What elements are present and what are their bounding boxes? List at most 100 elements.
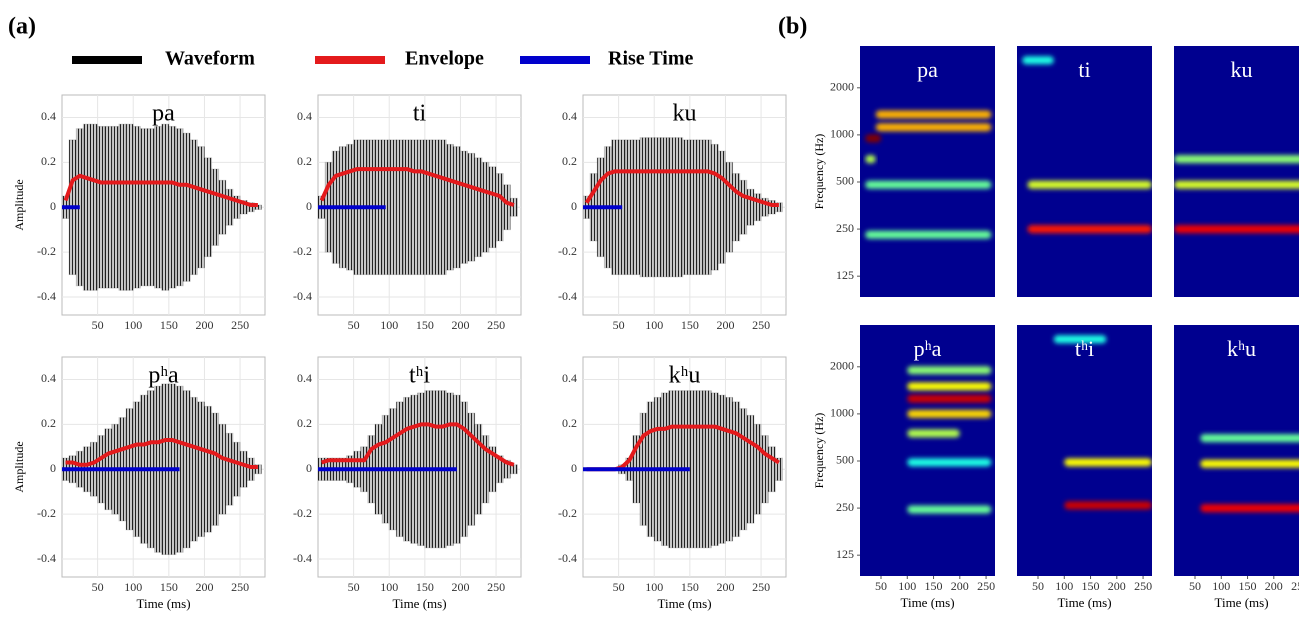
spectral-band: [1200, 434, 1299, 443]
y-tick-label: 0.2: [297, 154, 312, 168]
x-axis-label: Time (ms): [392, 596, 446, 611]
x-tick-label: 200: [716, 580, 734, 594]
x-axis-label: Time (ms): [1057, 595, 1111, 610]
plot-content: [1053, 335, 1152, 510]
panel-title: pʰa: [148, 363, 179, 389]
spectral-band: [865, 155, 876, 164]
waveform-segment: [739, 408, 748, 531]
y-tick-label: 500: [836, 453, 854, 467]
x-tick-label: 50: [92, 580, 104, 594]
envelope-line: [319, 167, 515, 207]
y-tick-label: -0.4: [558, 289, 577, 303]
spectral-band: [1027, 225, 1152, 234]
y-tick-label: 0.4: [562, 371, 577, 385]
x-tick-label: 100: [380, 318, 398, 332]
x-tick-label: 250: [487, 580, 505, 594]
waveform-segment: [225, 188, 234, 226]
y-tick-label: -0.2: [558, 244, 577, 258]
envelope-line: [63, 173, 258, 207]
y-tick-label: 0.4: [297, 371, 312, 385]
waveform-segment: [675, 137, 684, 278]
waveform-segment: [203, 157, 213, 258]
spectral-band: [1200, 459, 1299, 468]
waveform-segment: [97, 125, 106, 289]
x-tick-label: 250: [487, 318, 505, 332]
waveform-segment: [646, 137, 655, 278]
waveform-segment: [431, 139, 440, 276]
y-tick-label: -0.4: [37, 551, 56, 565]
x-tick-label: 250: [231, 580, 249, 594]
x-tick-label: 100: [380, 580, 398, 594]
waveform-segment: [760, 435, 769, 504]
x-tick-label: 100: [124, 318, 142, 332]
x-tick-label: 100: [1212, 579, 1230, 593]
y-tick-label: -0.2: [37, 244, 56, 258]
spectrogram-panel: ku: [1174, 46, 1299, 297]
y-tick-label: 0: [571, 461, 577, 475]
waveform-segment: [653, 137, 662, 278]
spectral-band: [907, 382, 992, 391]
x-tick-label: 50: [613, 318, 625, 332]
waveform-segment: [732, 401, 741, 538]
x-tick-label: 200: [951, 579, 969, 593]
y-axis-label: Amplitude: [12, 179, 26, 230]
waveform-segment: [703, 390, 712, 549]
waveform-segment: [667, 137, 677, 278]
x-tick-label: 150: [416, 318, 434, 332]
x-tick-label: 50: [875, 579, 887, 593]
x-axis-label: Time (ms): [900, 595, 954, 610]
y-axis-label: Frequency (Hz): [812, 413, 826, 489]
spectrogram-panel: 50 100 150 200 250 Time (ms) kʰu: [1174, 325, 1299, 610]
x-tick-label: 50: [613, 580, 625, 594]
waveform-segment: [395, 139, 404, 276]
waveform-segment: [696, 390, 705, 549]
plot-content: [318, 95, 521, 315]
waveform-segment: [168, 125, 177, 289]
x-tick-label: 50: [348, 318, 360, 332]
waveform-segment: [474, 157, 483, 258]
spectral-band: [907, 458, 992, 467]
panel-title: ti: [1078, 57, 1090, 82]
y-tick-label: 0.4: [41, 109, 56, 123]
panel-title: ku: [1231, 57, 1253, 82]
y-tick-label: 0.2: [562, 416, 577, 430]
waveform-segment: [739, 179, 748, 235]
waveform-segment: [239, 450, 248, 488]
y-tick-label: 0.4: [562, 109, 577, 123]
y-tick-label: 0.2: [562, 154, 577, 168]
waveform-segment: [125, 123, 134, 291]
waveform-segment: [717, 394, 726, 544]
y-tick-label: 0.4: [41, 371, 56, 385]
waveform-segment: [139, 128, 148, 287]
waveform-segment: [218, 179, 227, 235]
waveform-segment: [774, 457, 783, 481]
x-tick-label: 100: [645, 580, 663, 594]
panel-title: tʰi: [1075, 336, 1094, 361]
waveform-segment: [246, 202, 255, 213]
waveform-segment: [175, 128, 184, 287]
x-tick-label: 250: [752, 580, 770, 594]
spectral-band: [1022, 56, 1054, 65]
panel-title: ku: [673, 101, 697, 127]
waveform-segment: [211, 412, 220, 526]
waveform-segment: [753, 423, 762, 515]
y-tick-label: 0.2: [41, 416, 56, 430]
x-tick-label: 250: [1134, 579, 1152, 593]
panel-title: tʰi: [409, 363, 430, 389]
panel-title: pʰa: [914, 336, 942, 361]
waveform-segment: [89, 123, 99, 291]
y-tick-label: 2000: [830, 359, 854, 373]
y-axis-label: Frequency (Hz): [812, 134, 826, 210]
waveform-segment: [417, 139, 426, 276]
x-tick-label: 150: [1239, 579, 1257, 593]
waveform-segment: [438, 139, 447, 276]
waveform-segment: [424, 139, 433, 276]
waveform-segment: [196, 146, 205, 269]
legend-label: Rise Time: [608, 48, 693, 70]
y-tick-label: 250: [836, 500, 854, 514]
spectral-band: [1064, 501, 1152, 510]
x-tick-label: 150: [681, 318, 699, 332]
y-tick-label: 0.2: [297, 416, 312, 430]
waveform-segment: [689, 139, 698, 276]
